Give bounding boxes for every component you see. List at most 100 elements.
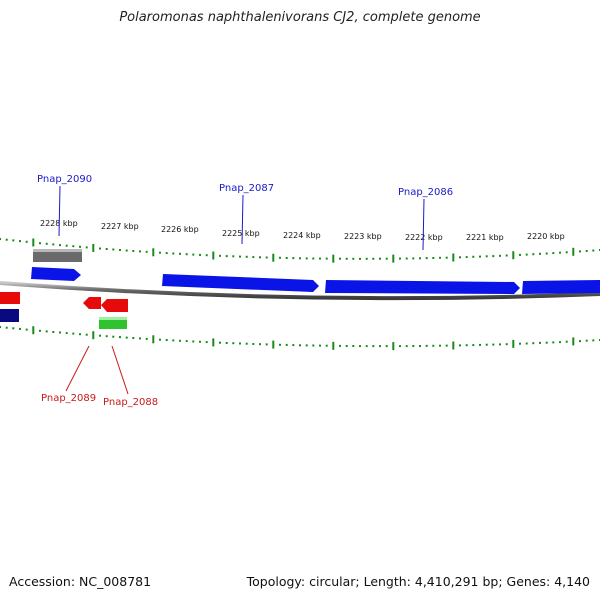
outer-scale-minor-tick <box>219 254 221 257</box>
inner-scale-minor-tick <box>85 333 88 336</box>
gene-label-pnap-2089[interactable]: Pnap_2089 <box>41 393 96 404</box>
gene-pnap-2088[interactable] <box>101 299 128 312</box>
inner-scale-minor-tick <box>232 342 235 345</box>
inner-scale-minor-tick <box>305 344 308 347</box>
gene-feature-navy-left[interactable] <box>0 309 19 322</box>
inner-scale-major-tick <box>452 341 455 350</box>
inner-scale-minor-tick <box>79 333 81 336</box>
outer-scale-minor-tick <box>592 249 595 252</box>
scale-label-2223: 2223 kbp <box>344 232 382 241</box>
outer-scale-minor-tick <box>565 251 568 254</box>
inner-scale-minor-tick <box>199 340 201 343</box>
accession-text: Accession: NC_008781 <box>9 574 152 589</box>
inner-scale-minor-tick <box>125 336 128 339</box>
inner-scale-minor-tick <box>472 344 475 347</box>
outer-scale-minor-tick <box>79 245 81 248</box>
outer-scale-minor-tick <box>292 257 295 260</box>
inner-scale-minor-tick <box>312 344 315 347</box>
outer-scale-major-tick <box>32 238 35 247</box>
gene-label-pnap-2088[interactable]: Pnap_2088 <box>103 397 158 408</box>
outer-scale-minor-tick <box>359 257 361 260</box>
inner-scale-minor-tick <box>485 343 488 346</box>
inner-scale-minor-tick <box>525 342 528 345</box>
outer-scale-minor-tick <box>239 255 241 258</box>
outer-scale-minor-tick <box>232 255 235 258</box>
outer-scale-major-tick <box>452 253 455 262</box>
inner-scale-minor-tick <box>565 340 568 343</box>
reverse-strand-genes <box>0 292 128 329</box>
gene-pnap-2090[interactable] <box>33 249 82 262</box>
outer-scale-minor-tick <box>12 239 15 242</box>
outer-scale-minor-tick <box>172 252 175 255</box>
outer-scale-minor-tick <box>425 257 428 260</box>
genome-summary-text: Topology: circular; Length: 4,410,291 bp… <box>246 574 590 589</box>
outer-scale-minor-tick <box>205 254 208 257</box>
gene-pnap-2086[interactable] <box>325 280 520 294</box>
outer-scale-minor-tick <box>45 242 48 245</box>
gene-feature-blue-left[interactable] <box>31 267 81 281</box>
inner-scale-major-tick <box>212 338 215 347</box>
inner-scale-minor-tick <box>259 343 261 346</box>
inner-scale-major-tick <box>32 326 35 335</box>
outer-scale-major-tick <box>152 248 155 257</box>
outer-scale-minor-tick <box>285 257 288 259</box>
inner-scale-minor-tick <box>252 343 255 345</box>
inner-scale-minor-tick <box>585 339 588 342</box>
outer-scale-major-tick <box>272 253 275 262</box>
inner-scale-minor-tick <box>299 344 301 347</box>
gene-label-pnap-2090[interactable]: Pnap_2090 <box>37 174 92 185</box>
inner-scale-minor-tick <box>379 345 381 348</box>
scale-label-2221: 2221 kbp <box>466 233 504 242</box>
outer-scale-minor-tick <box>165 252 168 255</box>
outer-scale-minor-tick <box>399 257 401 260</box>
gene-pnap-2087[interactable] <box>162 274 319 292</box>
leader-pnap-2086 <box>422 198 425 251</box>
outer-scale-minor-tick <box>305 257 308 260</box>
outer-scale-ticks <box>0 238 600 263</box>
outer-scale-minor-tick <box>405 257 408 260</box>
inner-scale-minor-tick <box>265 343 268 346</box>
gene-feature-blue-right[interactable] <box>522 280 600 294</box>
label-leaders <box>58 185 425 395</box>
gene-pnap-2089[interactable] <box>83 297 101 309</box>
outer-scale-major-tick <box>392 254 395 263</box>
outer-scale-minor-tick <box>412 257 415 260</box>
inner-scale-major-tick <box>272 340 275 349</box>
inner-scale-minor-tick <box>172 339 175 342</box>
scale-label-2226: 2226 kbp <box>161 225 199 234</box>
outer-scale-minor-tick <box>299 257 301 260</box>
gene-feature-red-left[interactable] <box>0 292 20 304</box>
scale-label-2220: 2220 kbp <box>527 232 565 241</box>
genome-backbone <box>0 281 600 301</box>
leader-pnap-2088 <box>111 345 129 395</box>
inner-scale-minor-tick <box>99 334 101 337</box>
inner-scale-minor-tick <box>339 344 341 347</box>
outer-scale-minor-tick <box>112 248 115 251</box>
inner-scale-minor-tick <box>72 332 75 335</box>
genome-title: Polaromonas naphthalenivorans CJ2, compl… <box>119 10 481 25</box>
gene-label-pnap-2087[interactable]: Pnap_2087 <box>219 183 274 194</box>
inner-scale-minor-tick <box>285 343 288 346</box>
inner-scale-minor-tick <box>179 339 181 342</box>
outer-scale-minor-tick <box>379 257 381 260</box>
inner-scale-minor-tick <box>325 344 328 347</box>
inner-scale-minor-tick <box>492 343 495 346</box>
inner-scale-minor-tick <box>505 343 508 346</box>
inner-scale-minor-tick <box>592 339 595 342</box>
outer-scale-minor-tick <box>439 256 441 259</box>
outer-scale-minor-tick <box>585 250 588 252</box>
forward-strand-genes <box>31 249 600 294</box>
outer-scale-minor-tick <box>265 256 268 259</box>
outer-scale-minor-tick <box>525 253 528 256</box>
inner-scale-minor-tick <box>192 340 195 343</box>
gene-label-pnap-2086[interactable]: Pnap_2086 <box>398 187 453 198</box>
outer-scale-minor-tick <box>99 247 101 250</box>
inner-scale-minor-tick <box>539 341 541 344</box>
inner-scale-minor-tick <box>279 343 281 346</box>
outer-scale-minor-tick <box>19 240 21 243</box>
inner-scale-minor-tick <box>245 342 248 345</box>
inner-scale-minor-tick <box>465 344 468 347</box>
outer-scale-major-tick <box>92 243 95 252</box>
